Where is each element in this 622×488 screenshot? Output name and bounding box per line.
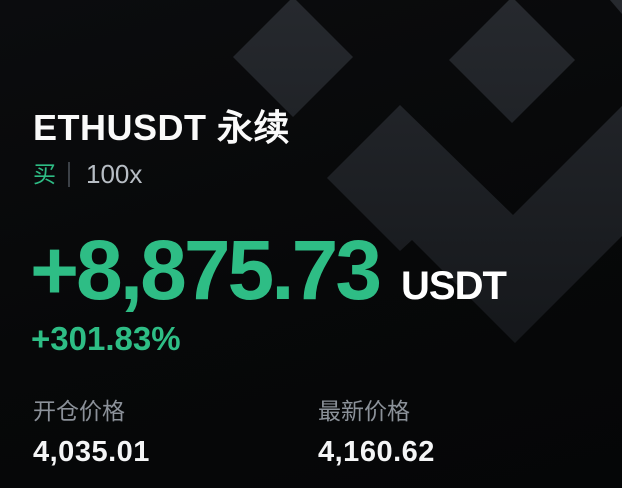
pnl-row: +8,875.73 USDT xyxy=(30,223,507,317)
position-meta-row: 买 100x xyxy=(33,159,142,189)
open-price-stat: 开仓价格 4,035.01 xyxy=(33,398,150,468)
last-price-value: 4,160.62 xyxy=(318,436,435,468)
last-price-label: 最新价格 xyxy=(318,398,410,424)
last-price-stat: 最新价格 4,160.62 xyxy=(318,398,435,468)
contract-title: ETHUSDT 永续 xyxy=(33,107,291,148)
side-buy-label: 买 xyxy=(33,161,56,187)
open-price-label: 开仓价格 xyxy=(33,398,125,424)
open-price-value: 4,035.01 xyxy=(33,436,150,468)
vertical-divider xyxy=(68,161,70,187)
roe-percent: +301.83% xyxy=(31,320,181,357)
leverage-label: 100x xyxy=(86,159,143,189)
pnl-amount: +8,875.73 xyxy=(30,223,382,317)
pnl-unit: USDT xyxy=(401,264,507,308)
